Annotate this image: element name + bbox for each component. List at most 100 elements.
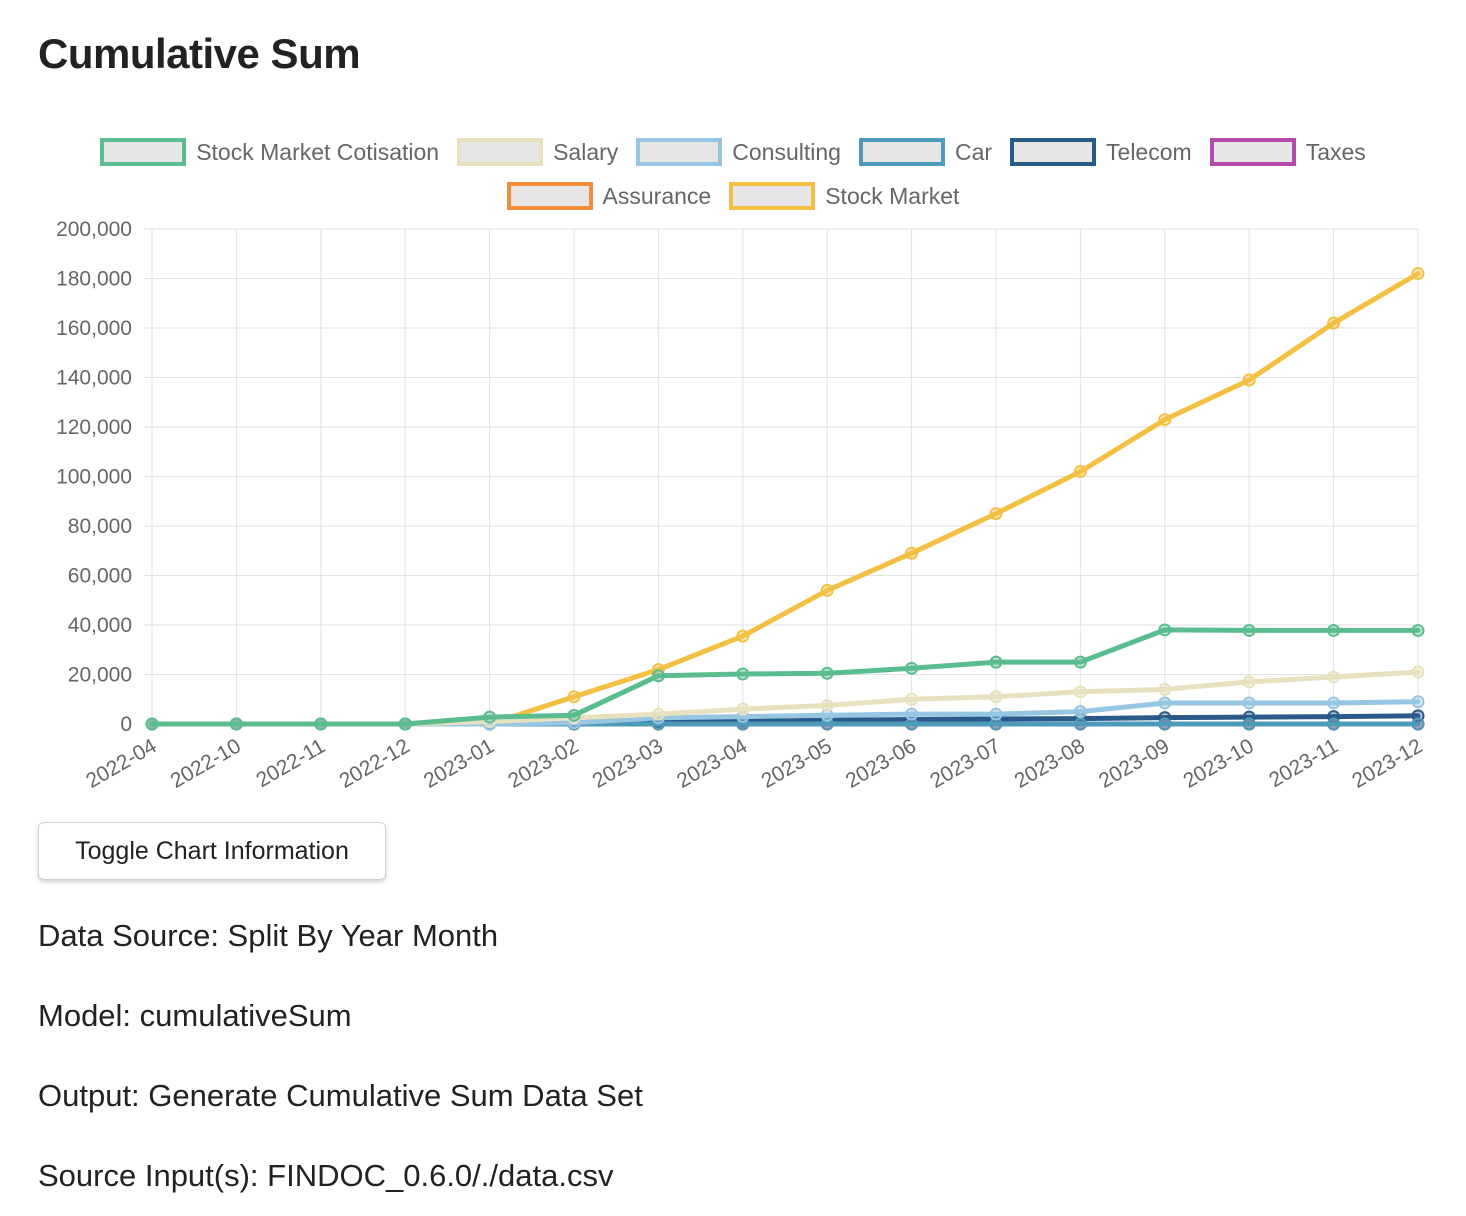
toggle-chart-information-button[interactable]: Toggle Chart Information — [38, 822, 386, 880]
x-tick-label: 2023-12 — [1348, 734, 1426, 792]
legend-label: Salary — [553, 138, 619, 165]
data-point — [1242, 623, 1256, 637]
data-point — [1411, 623, 1425, 637]
data-point — [651, 707, 665, 721]
legend-label: Consulting — [732, 138, 841, 165]
y-tick-label: 120,000 — [56, 416, 132, 439]
data-point — [1411, 717, 1425, 731]
x-tick-label: 2023-07 — [926, 734, 1004, 792]
data-point — [989, 690, 1003, 704]
x-tick-label: 2023-02 — [504, 734, 582, 792]
data-point — [820, 583, 834, 597]
data-point — [1073, 717, 1087, 731]
data-point — [905, 717, 919, 731]
data-point — [1073, 655, 1087, 669]
legend-label: Stock Market Cotisation — [196, 138, 440, 165]
data-point — [1158, 413, 1172, 427]
source-input-text: Source Input(s): FINDOC_0.6.0/./data.csv — [38, 1158, 614, 1193]
series-line — [149, 271, 1421, 727]
legend-swatch — [636, 138, 723, 166]
x-tick-label: 2023-01 — [420, 734, 498, 792]
line-chart: 200,000 180,000 160,000 140,000 120,000 100,0… — [56, 218, 1426, 793]
data-point — [1158, 717, 1172, 731]
data-point — [1327, 670, 1341, 684]
legend-label: Telecom — [1106, 138, 1192, 165]
data-point — [145, 717, 159, 731]
data-point — [314, 717, 328, 731]
data-point — [1158, 682, 1172, 696]
x-tick-label: 2022-04 — [82, 734, 161, 793]
data-point — [1073, 705, 1087, 719]
legend-item[interactable]: Assurance — [506, 182, 711, 210]
legend-item[interactable]: Stock Market Cotisation — [100, 138, 439, 166]
y-tick-label: 0 — [120, 713, 132, 736]
data-point — [905, 692, 919, 706]
legend-swatch — [1010, 138, 1097, 166]
x-tick-label: 2022-11 — [252, 734, 329, 792]
y-tick-label: 60,000 — [68, 565, 132, 588]
data-point — [1158, 696, 1172, 710]
legend-item[interactable]: Taxes — [1209, 138, 1366, 166]
data-point — [1242, 675, 1256, 689]
y-tick-label: 140,000 — [56, 367, 132, 390]
data-point — [820, 698, 834, 712]
legend-swatch — [858, 138, 945, 166]
data-point — [1242, 696, 1256, 710]
data-point — [1073, 465, 1087, 479]
data-point — [1411, 267, 1425, 281]
output-text: Output: Generate Cumulative Sum Data Set — [38, 1078, 643, 1113]
y-tick-label: 200,000 — [56, 218, 132, 241]
data-point — [905, 661, 919, 675]
legend-item[interactable]: Stock Market — [729, 182, 959, 210]
data-point — [229, 717, 243, 731]
data-point — [1158, 623, 1172, 637]
data-point — [736, 629, 750, 643]
y-tick-label: 20,000 — [68, 664, 132, 687]
data-point — [1073, 685, 1087, 699]
data-point — [1411, 665, 1425, 679]
x-tick-label: 2023-10 — [1179, 734, 1257, 792]
data-point — [905, 707, 919, 721]
data-point — [1411, 695, 1425, 709]
x-tick-label: 2023-09 — [1095, 734, 1173, 792]
legend-label: Taxes — [1305, 138, 1366, 165]
data-point — [989, 655, 1003, 669]
legend-item[interactable]: Telecom — [1010, 138, 1192, 166]
x-tick-label: 2022-12 — [335, 734, 413, 792]
data-point — [398, 717, 412, 731]
data-point — [820, 708, 834, 722]
legend-row: Stock Market Cotisation Salary Consulting C… — [0, 130, 1466, 174]
series-line — [149, 627, 1421, 727]
data-point — [1242, 373, 1256, 387]
y-tick-label: 80,000 — [68, 515, 132, 538]
data-point — [651, 669, 665, 683]
data-point — [1327, 696, 1341, 710]
legend-swatch — [1209, 138, 1296, 166]
x-tick-label: 2023-11 — [1265, 734, 1342, 792]
data-point — [567, 690, 581, 704]
x-tick-label: 2023-08 — [1011, 734, 1089, 792]
data-point — [989, 717, 1003, 731]
legend-item[interactable]: Salary — [457, 138, 618, 166]
legend-row: Assurance Stock Market — [0, 174, 1466, 218]
data-point — [1327, 717, 1341, 731]
x-tick-label: 2023-03 — [589, 734, 667, 792]
y-tick-label: 180,000 — [56, 268, 132, 291]
x-tick-label: 2023-06 — [842, 734, 920, 792]
chart-legend: Stock Market Cotisation Salary Consulting C… — [0, 130, 1466, 218]
legend-label: Car — [954, 138, 993, 165]
legend-item[interactable]: Consulting — [636, 138, 841, 166]
legend-swatch — [506, 182, 593, 210]
legend-swatch — [100, 138, 187, 166]
legend-swatch — [457, 138, 544, 166]
data-point — [483, 710, 497, 724]
model-text: Model: cumulativeSum — [38, 998, 352, 1033]
data-point — [1242, 717, 1256, 731]
legend-item[interactable]: Car — [858, 138, 993, 166]
legend-label: Stock Market — [825, 182, 960, 209]
x-tick-label: 2022-10 — [167, 734, 245, 792]
data-point — [820, 666, 834, 680]
x-tick-label: 2023-04 — [673, 734, 752, 793]
data-point — [1327, 316, 1341, 330]
y-tick-label: 40,000 — [68, 614, 132, 637]
